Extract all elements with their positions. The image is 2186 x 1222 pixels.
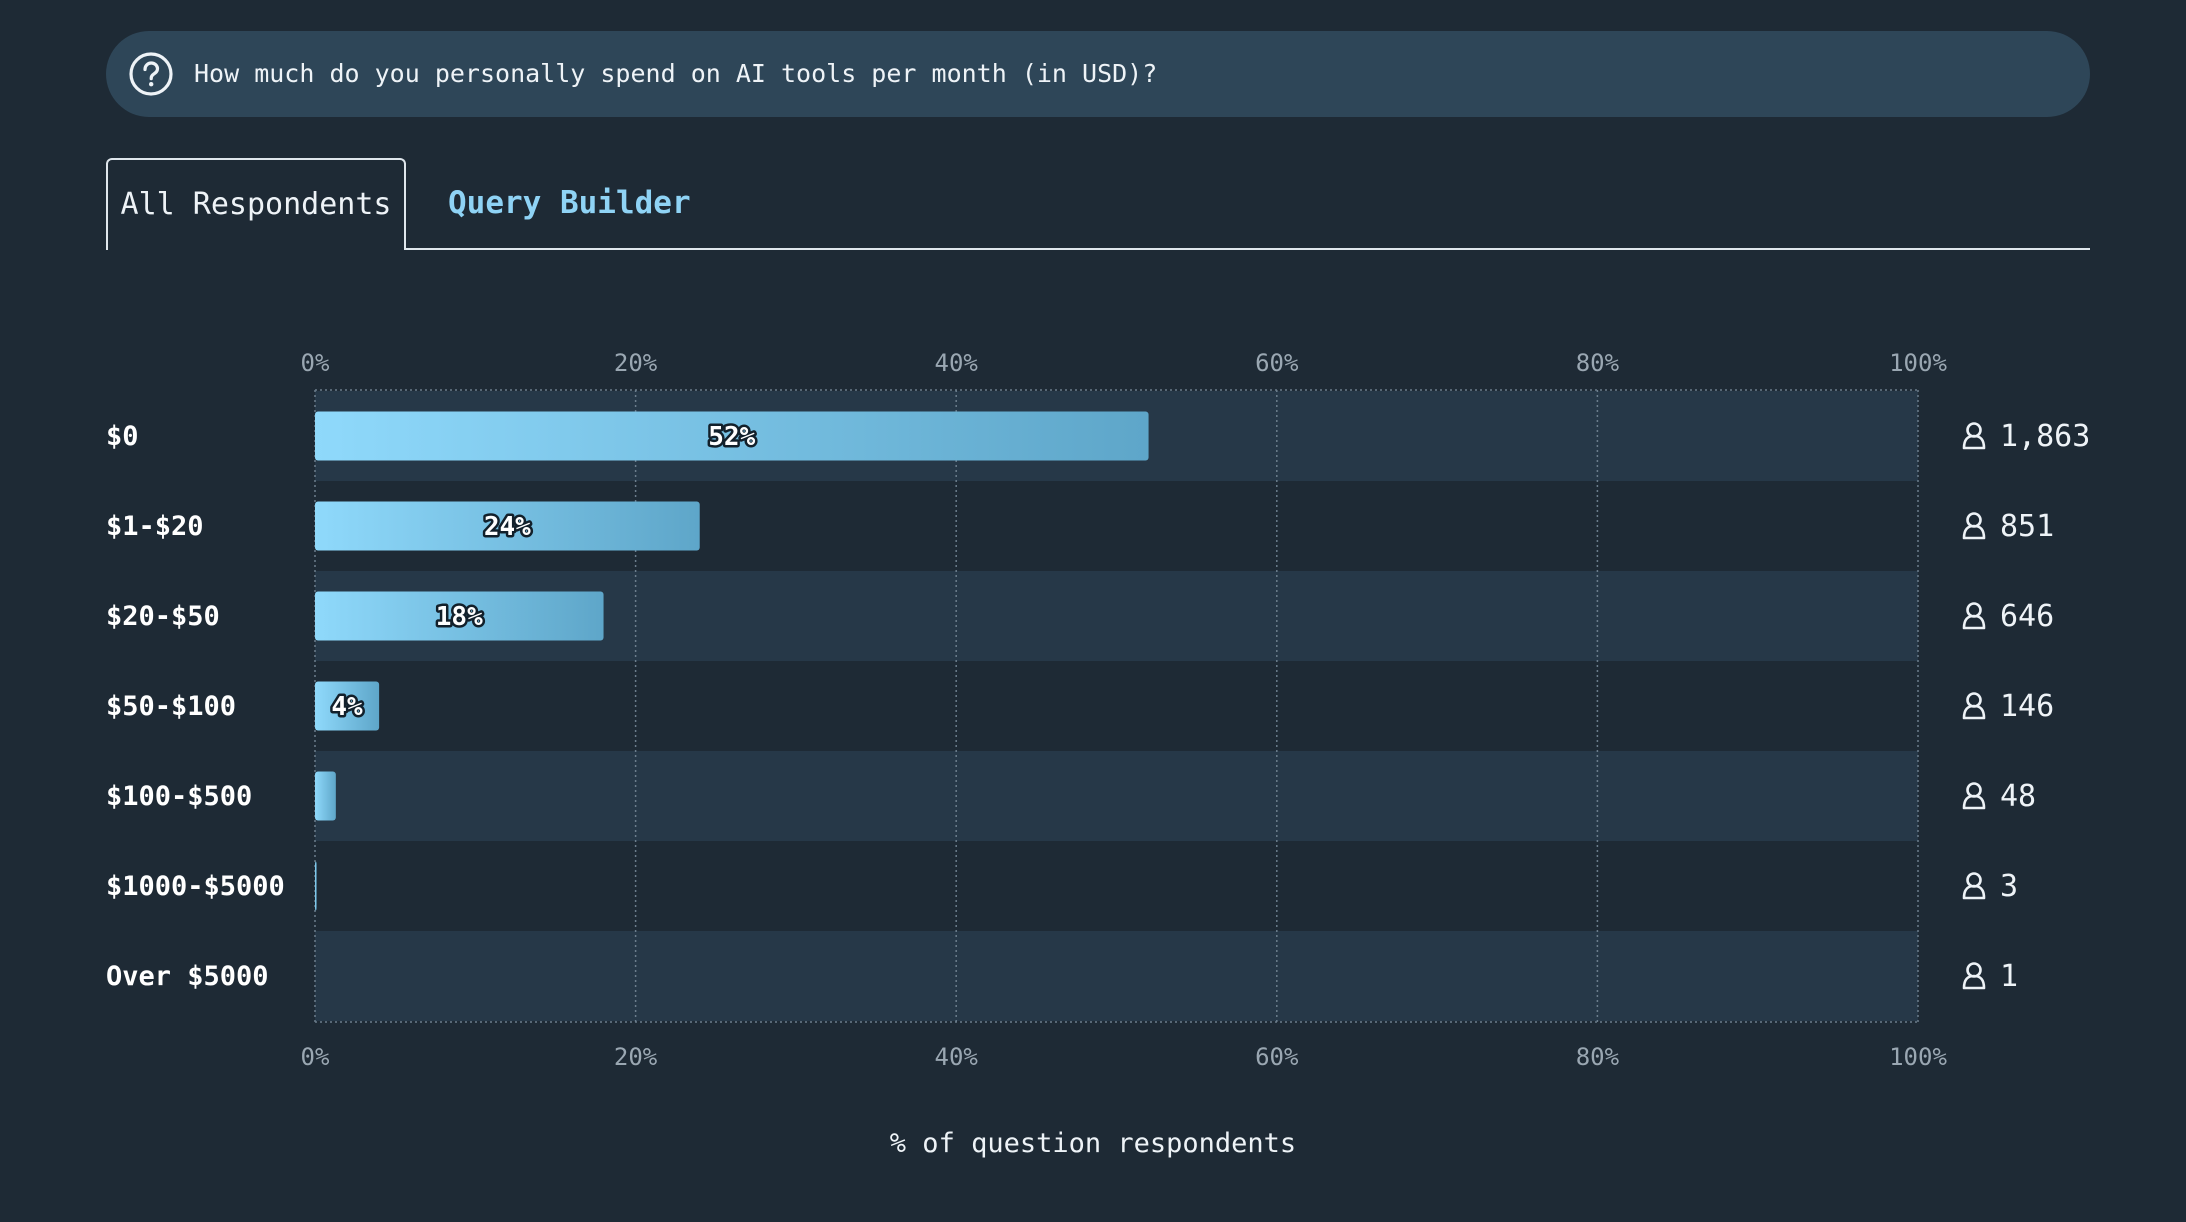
category-label: $20-$50 [106, 601, 220, 632]
user-icon [1962, 962, 1986, 990]
x-tick-label-bottom: 20% [614, 1043, 658, 1071]
respondent-count: 646 [2000, 599, 2054, 634]
bar-value-label: 52% [708, 422, 755, 452]
row-band [315, 931, 1918, 1021]
x-tick-label-top: 0% [301, 349, 330, 377]
x-tick-label-bottom: 0% [301, 1043, 330, 1071]
question-text: How much do you personally spend on AI t… [194, 59, 1158, 88]
user-icon [1962, 512, 1986, 540]
row-band [315, 751, 1918, 841]
bar-value-label: 18% [436, 602, 483, 632]
x-tick-label-top: 80% [1576, 349, 1620, 377]
bar[interactable] [315, 771, 336, 821]
category-label: $1000-$5000 [106, 871, 285, 902]
x-tick-label-top: 40% [935, 349, 979, 377]
x-tick-label-top: 100% [1889, 349, 1947, 377]
bar[interactable] [315, 681, 380, 731]
user-icon [1962, 872, 1986, 900]
respondent-count: 3 [2000, 869, 2018, 904]
x-tick-label-bottom: 100% [1889, 1043, 1947, 1071]
bar[interactable] [315, 591, 604, 641]
respondent-count: 1,863 [2000, 419, 2090, 454]
x-tick-label-bottom: 60% [1255, 1043, 1299, 1071]
bar[interactable] [315, 411, 1149, 461]
user-icon [1962, 602, 1986, 630]
category-label: $0 [106, 421, 139, 452]
x-axis-title: % of question respondents [889, 1128, 1297, 1159]
x-tick-label-bottom: 40% [935, 1043, 979, 1071]
bar-value-label: 4% [331, 692, 363, 722]
respondent-count: 48 [2000, 779, 2036, 814]
tab-bar: All Respondents Query Builder [106, 158, 2090, 250]
respondent-count: 146 [2000, 689, 2054, 724]
respondent-count: 851 [2000, 509, 2054, 544]
bar-value-label: 24% [484, 512, 531, 542]
category-label: $50-$100 [106, 691, 236, 722]
category-label: $100-$500 [106, 781, 252, 812]
x-tick-label-top: 20% [614, 349, 658, 377]
question-banner: How much do you personally spend on AI t… [106, 31, 2090, 117]
user-icon [1962, 692, 1986, 720]
tab-query-builder[interactable]: Query Builder [448, 185, 691, 221]
question-circle-icon [129, 52, 173, 96]
user-icon [1962, 422, 1986, 450]
user-icon [1962, 782, 1986, 810]
category-label: $1-$20 [106, 511, 204, 542]
bar[interactable] [315, 861, 317, 911]
x-tick-label-top: 60% [1255, 349, 1299, 377]
category-label: Over $5000 [106, 961, 269, 992]
tab-baseline [106, 248, 2090, 250]
respondent-count: 1 [2000, 959, 2018, 994]
tab-all-respondents[interactable]: All Respondents [106, 158, 406, 250]
bar[interactable] [315, 501, 700, 551]
x-tick-label-bottom: 80% [1576, 1043, 1620, 1071]
